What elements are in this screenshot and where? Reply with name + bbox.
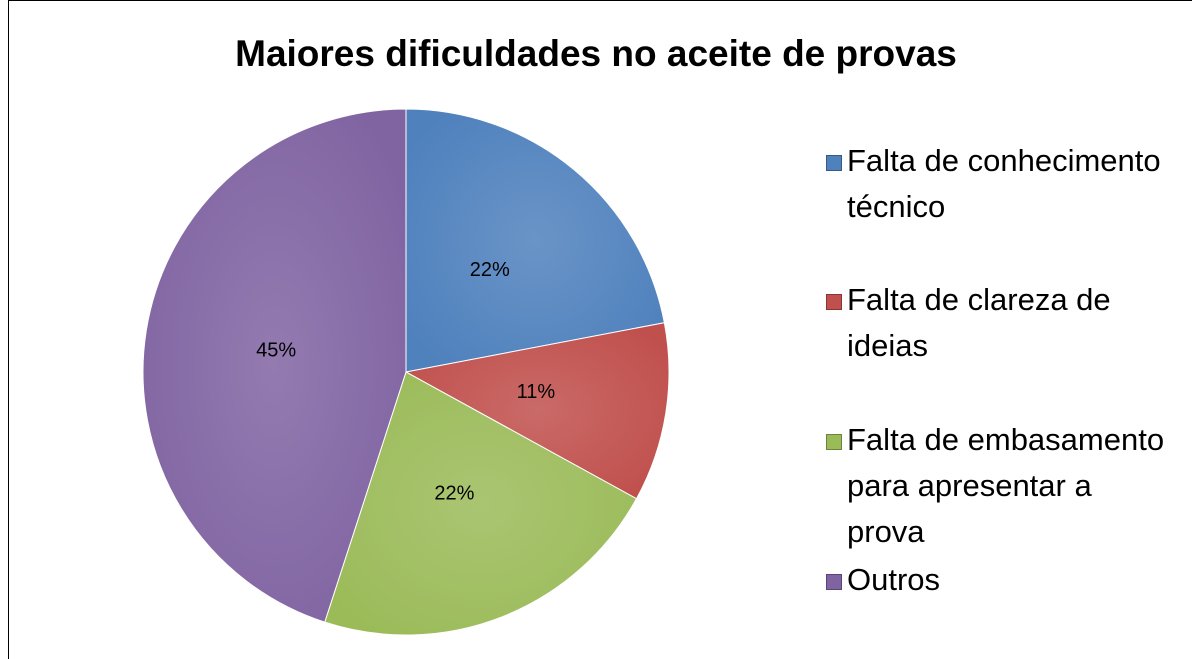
data-label: 22% [470,259,510,281]
legend-entry: Falta de embasamento para apresentar a p… [826,417,1166,555]
legend-swatch [826,434,842,450]
data-label: 22% [434,483,474,505]
pie-slice [405,108,665,373]
pie-slice [404,322,670,500]
legend-swatch [826,155,842,171]
legend-entry: Falta de clareza de ideias [826,277,1166,369]
data-label: 45% [256,340,296,362]
pie-slice [142,108,407,623]
legend-label: Falta de conhecimento técnico [847,143,1161,224]
legend-label: Falta de embasamento para apresentar a p… [847,422,1165,549]
legend-swatch [826,294,842,310]
chart-title: Maiores dificuldades no aceite de provas [235,33,957,74]
legend-entry: Falta de conhecimento técnico [826,138,1166,230]
data-label: 11% [517,381,556,403]
pie-slice [324,371,638,636]
legend-label: Outros [847,562,941,597]
legend-entry: Outros [826,557,1166,603]
legend-label: Falta de clareza de ideias [847,282,1111,363]
legend-swatch [826,574,842,590]
